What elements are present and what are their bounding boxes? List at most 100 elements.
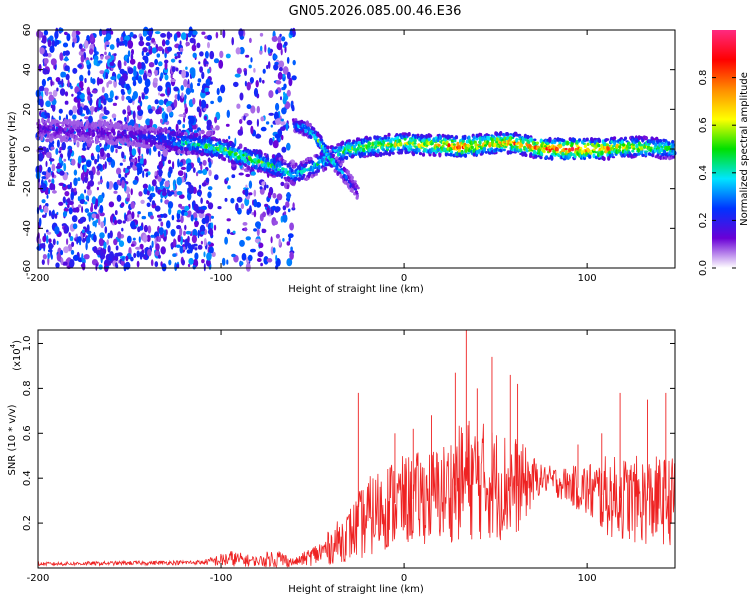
ridge-cell — [649, 146, 653, 149]
noise-speckle — [47, 52, 52, 58]
noise-speckle — [60, 257, 64, 265]
ridge-cell — [386, 138, 390, 142]
noise-speckle — [133, 252, 137, 259]
ridge-cell — [566, 140, 570, 146]
ridge-cell — [291, 171, 295, 175]
noise-speckle — [79, 80, 84, 89]
noise-speckle — [275, 198, 279, 205]
ridge-cell — [486, 134, 491, 136]
noise-speckle — [130, 158, 137, 163]
ridge-cell — [187, 152, 192, 155]
ridge-cell — [97, 140, 101, 143]
ridge-cell — [482, 146, 487, 152]
noise-speckle — [71, 93, 74, 97]
noise-speckle — [169, 166, 173, 174]
noise-speckle — [278, 67, 283, 72]
noise-speckle — [72, 67, 78, 74]
ridge-cell — [350, 188, 354, 193]
noise-speckle — [77, 155, 82, 164]
noise-speckle — [276, 193, 283, 201]
noise-speckle — [231, 253, 236, 258]
noise-speckle — [103, 106, 107, 114]
ridge-cell — [589, 151, 593, 155]
noise-speckle — [206, 200, 210, 204]
noise-speckle — [192, 52, 197, 58]
noise-speckle — [185, 41, 190, 47]
noise-speckle — [88, 170, 94, 176]
noise-speckle — [196, 42, 201, 49]
noise-speckle — [158, 161, 164, 170]
colorbar-tick-label: 0.4 — [698, 165, 709, 181]
ridge-cell — [405, 145, 410, 149]
noise-speckle — [40, 209, 44, 213]
ridge-cell — [382, 148, 386, 152]
ridge-cell — [639, 143, 644, 148]
noise-speckle — [60, 71, 65, 78]
noise-speckle — [138, 236, 141, 243]
noise-speckle — [93, 234, 97, 243]
noise-speckle — [182, 112, 187, 119]
noise-speckle — [292, 202, 295, 210]
noise-speckle — [42, 254, 48, 260]
ridge-cell — [281, 167, 285, 171]
ridge-cell — [130, 126, 134, 130]
snr-x-tick-label: 0 — [401, 573, 407, 584]
noise-speckle — [132, 91, 138, 99]
noise-speckle — [104, 51, 107, 56]
colorbar-ticks: 0.00.20.40.60.8 — [698, 70, 736, 276]
noise-speckle — [123, 60, 127, 66]
ridge-cell — [157, 142, 161, 145]
noise-speckle — [45, 160, 48, 167]
ridge-cell — [545, 155, 549, 160]
noise-speckle — [154, 171, 157, 177]
ridge-cell — [258, 150, 262, 155]
noise-speckle — [135, 246, 141, 250]
noise-speckle — [84, 189, 87, 194]
ridge-cell — [627, 146, 632, 150]
snr-frame — [37, 329, 676, 569]
noise-speckle — [55, 165, 62, 169]
noise-speckle — [127, 67, 134, 75]
noise-speckle — [231, 37, 234, 46]
noise-speckle — [124, 116, 127, 122]
noise-speckle — [205, 103, 209, 109]
ridge-cell — [472, 136, 476, 140]
ridge-cell — [302, 160, 306, 165]
noise-speckle — [180, 32, 187, 40]
ridge-cell — [620, 140, 625, 144]
noise-speckle — [207, 34, 212, 41]
noise-speckle — [291, 104, 295, 110]
noise-speckle — [109, 90, 114, 99]
noise-speckle — [46, 231, 52, 235]
ridge-cell — [199, 145, 203, 149]
ridge-cell — [450, 134, 454, 139]
noise-speckle — [287, 233, 294, 239]
noise-speckle — [275, 233, 280, 239]
spec-y-tick-label: 60 — [22, 24, 33, 37]
noise-speckle — [160, 198, 163, 203]
ridge-cell — [244, 158, 248, 163]
noise-speckle — [190, 69, 196, 79]
noise-speckle — [98, 217, 101, 226]
ridge-cell — [72, 125, 76, 129]
ridge-cell — [586, 142, 590, 146]
noise-speckle — [84, 78, 87, 83]
noise-speckle — [76, 91, 82, 95]
ridge-cell — [363, 155, 367, 159]
noise-speckle — [170, 229, 176, 237]
noise-speckle — [202, 159, 207, 166]
ridge-cell — [658, 152, 663, 155]
noise-speckle — [255, 221, 261, 229]
noise-speckle — [64, 65, 70, 72]
noise-speckle — [142, 234, 148, 243]
noise-speckle — [87, 69, 91, 76]
ridge-cell — [336, 143, 340, 147]
noise-speckle — [156, 53, 161, 58]
noise-speckle — [54, 31, 59, 39]
ridge-cell — [271, 165, 275, 170]
ridge-cell — [268, 168, 272, 171]
noise-speckle — [176, 244, 181, 248]
ridge-cell — [311, 171, 315, 175]
noise-speckle — [115, 245, 119, 251]
